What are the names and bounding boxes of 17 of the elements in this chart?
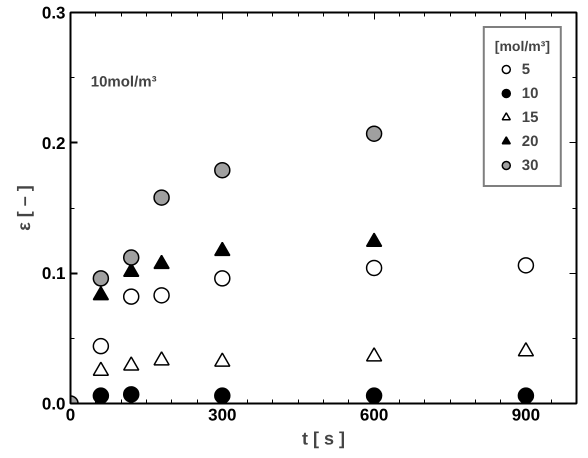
y-axis-title: ε [ – ]	[14, 185, 34, 231]
y-tick-label: 0.2	[42, 134, 66, 153]
y-tick-label: 0.0	[42, 394, 66, 414]
y-tick-label: 0.3	[42, 4, 66, 22]
x-axis-title: t [ s ]	[302, 428, 345, 448]
x-tick-label: 0	[66, 406, 76, 424]
legend-label: 20	[522, 132, 540, 150]
x-tick-label: 300	[208, 406, 236, 424]
legend-label: 30	[522, 156, 540, 174]
legend-title: [mol/m³]	[494, 38, 550, 54]
x-tick-label: 600	[360, 406, 388, 424]
y-tick-label: 0.1	[42, 264, 66, 284]
text: 10mol/m³	[90, 74, 157, 91]
legend-label: 15	[522, 108, 540, 126]
legend-label: 5	[522, 60, 532, 78]
x-tick-label: 900	[512, 406, 540, 424]
legend-label: 10	[522, 84, 540, 102]
